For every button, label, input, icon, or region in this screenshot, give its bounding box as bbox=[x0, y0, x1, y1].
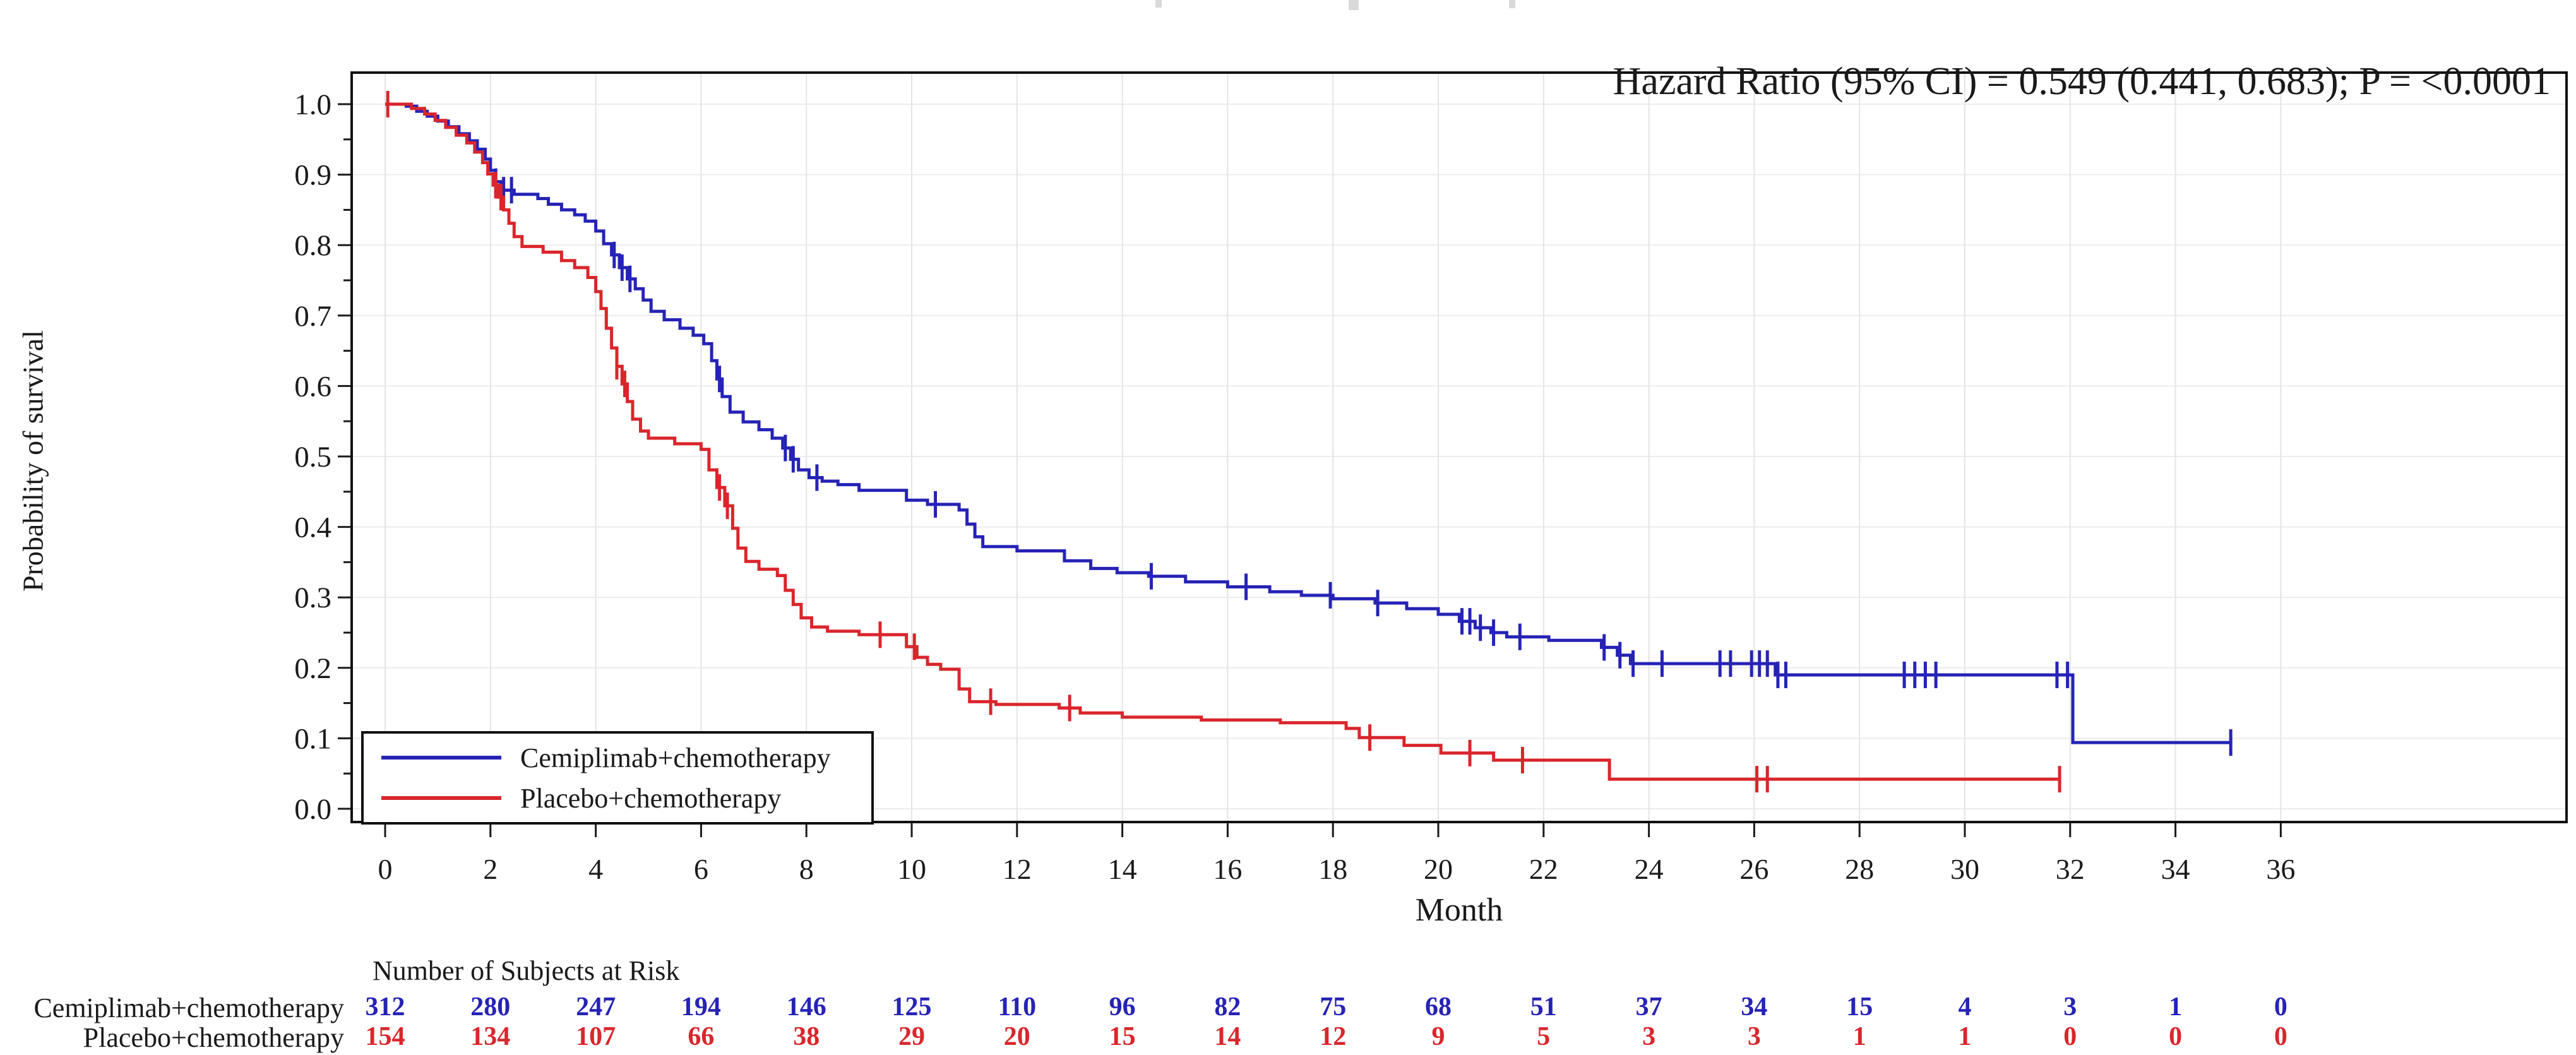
at-risk-value: 110 bbox=[998, 992, 1036, 1022]
at-risk-value: 1 bbox=[1959, 1022, 1972, 1051]
cropped-title-fragment bbox=[1155, 0, 1162, 8]
y-tick-label: 0.5 bbox=[294, 441, 331, 474]
x-tick-label: 26 bbox=[1739, 853, 1768, 885]
at-risk-value: 34 bbox=[1741, 992, 1767, 1022]
at-risk-value: 125 bbox=[892, 992, 932, 1022]
legend-box: Cemiplimab+chemotherapy Placebo+chemothe… bbox=[361, 731, 874, 825]
legend-item-cemiplimab: Cemiplimab+chemotherapy bbox=[364, 737, 871, 778]
at-risk-value: 154 bbox=[366, 1022, 405, 1051]
at-risk-value: 0 bbox=[2063, 1022, 2077, 1051]
at-risk-value: 0 bbox=[2274, 992, 2287, 1022]
at-risk-value: 0 bbox=[2169, 1022, 2182, 1051]
at-risk-value: 12 bbox=[1320, 1022, 1346, 1051]
legend-label-cemiplimab: Cemiplimab+chemotherapy bbox=[520, 742, 831, 773]
at-risk-value: 96 bbox=[1109, 992, 1136, 1022]
at-risk-value: 5 bbox=[1537, 1022, 1550, 1051]
x-tick-label: 30 bbox=[1950, 853, 1979, 885]
x-tick-label: 34 bbox=[2161, 853, 2190, 885]
x-tick-label: 12 bbox=[1003, 853, 1032, 885]
at-risk-value: 3 bbox=[1642, 1022, 1655, 1051]
x-tick-label: 32 bbox=[2056, 853, 2085, 885]
at-risk-value: 37 bbox=[1636, 992, 1662, 1022]
at-risk-value: 68 bbox=[1425, 992, 1452, 1022]
at-risk-value: 3 bbox=[1748, 1022, 1761, 1051]
at-risk-value: 82 bbox=[1214, 992, 1241, 1022]
at-risk-value: 15 bbox=[1846, 992, 1873, 1022]
at-risk-row-label-cemiplimab: Cemiplimab+chemotherapy bbox=[33, 992, 344, 1023]
at-risk-value: 3 bbox=[2063, 992, 2077, 1022]
y-tick-label: 0.8 bbox=[294, 229, 331, 262]
x-tick-label: 16 bbox=[1213, 853, 1242, 885]
at-risk-value: 280 bbox=[470, 992, 510, 1022]
at-risk-value: 1 bbox=[1853, 1022, 1866, 1051]
y-axis-title: Probability of survival bbox=[16, 330, 49, 592]
at-risk-value: 146 bbox=[787, 992, 826, 1022]
y-tick-label: 0.9 bbox=[294, 159, 331, 192]
survival-curve-placebo bbox=[385, 102, 2060, 781]
at-risk-value: 75 bbox=[1320, 992, 1346, 1022]
at-risk-value: 1 bbox=[2169, 992, 2182, 1022]
y-tick-label: 0.2 bbox=[294, 652, 331, 685]
survival-curve-cemiplimab bbox=[385, 102, 2231, 744]
at-risk-value: 312 bbox=[366, 992, 405, 1022]
at-risk-value: 107 bbox=[576, 1022, 616, 1051]
at-risk-header: Number of Subjects at Risk bbox=[373, 955, 680, 986]
x-tick-label: 2 bbox=[483, 853, 498, 885]
at-risk-value: 134 bbox=[470, 1022, 510, 1051]
at-risk-value: 4 bbox=[1959, 992, 1972, 1022]
y-tick-label: 0.6 bbox=[294, 370, 331, 403]
x-tick-label: 36 bbox=[2266, 853, 2295, 885]
x-tick-label: 18 bbox=[1318, 853, 1347, 885]
at-risk-value: 15 bbox=[1109, 1022, 1136, 1051]
x-tick-label: 4 bbox=[588, 853, 603, 885]
x-tick-label: 14 bbox=[1108, 853, 1137, 885]
at-risk-value: 14 bbox=[1214, 1022, 1241, 1051]
x-tick-label: 10 bbox=[897, 853, 926, 885]
y-tick-label: 0.3 bbox=[294, 581, 331, 614]
y-tick-label: 0.7 bbox=[294, 300, 331, 333]
plot-border bbox=[350, 71, 2568, 823]
legend-line-cemiplimab bbox=[381, 756, 501, 760]
legend-line-placebo bbox=[381, 796, 501, 800]
at-risk-row-label-placebo: Placebo+chemotherapy bbox=[83, 1022, 344, 1053]
x-tick-label: 22 bbox=[1529, 853, 1558, 885]
at-risk-value: 29 bbox=[898, 1022, 925, 1051]
x-tick-label: 20 bbox=[1424, 853, 1453, 885]
x-tick-label: 6 bbox=[694, 853, 708, 885]
at-risk-value: 194 bbox=[681, 992, 721, 1022]
x-axis-title: Month bbox=[1415, 892, 1503, 928]
y-tick-label: 1.0 bbox=[294, 88, 331, 121]
at-risk-value: 20 bbox=[1004, 1022, 1030, 1051]
cropped-title-fragment bbox=[1509, 0, 1515, 8]
x-tick-label: 24 bbox=[1635, 853, 1664, 885]
y-tick-label: 0.0 bbox=[294, 793, 331, 826]
at-risk-value: 0 bbox=[2274, 1022, 2287, 1051]
at-risk-value: 66 bbox=[688, 1022, 714, 1051]
at-risk-value: 51 bbox=[1530, 992, 1557, 1022]
at-risk-value: 9 bbox=[1432, 1022, 1445, 1051]
x-tick-label: 0 bbox=[378, 853, 393, 885]
hazard-ratio-annotation: Hazard Ratio (95% CI) = 0.549 (0.441, 0.… bbox=[1613, 60, 2551, 103]
x-tick-label: 28 bbox=[1845, 853, 1874, 885]
legend-item-placebo: Placebo+chemotherapy bbox=[364, 778, 871, 818]
x-tick-label: 8 bbox=[799, 853, 814, 885]
y-tick-label: 0.4 bbox=[294, 511, 331, 544]
at-risk-value: 247 bbox=[576, 992, 616, 1022]
cropped-title-fragment bbox=[1349, 0, 1359, 10]
legend-label-placebo: Placebo+chemotherapy bbox=[520, 782, 782, 814]
at-risk-value: 38 bbox=[793, 1022, 820, 1051]
y-tick-label: 0.1 bbox=[294, 722, 331, 755]
